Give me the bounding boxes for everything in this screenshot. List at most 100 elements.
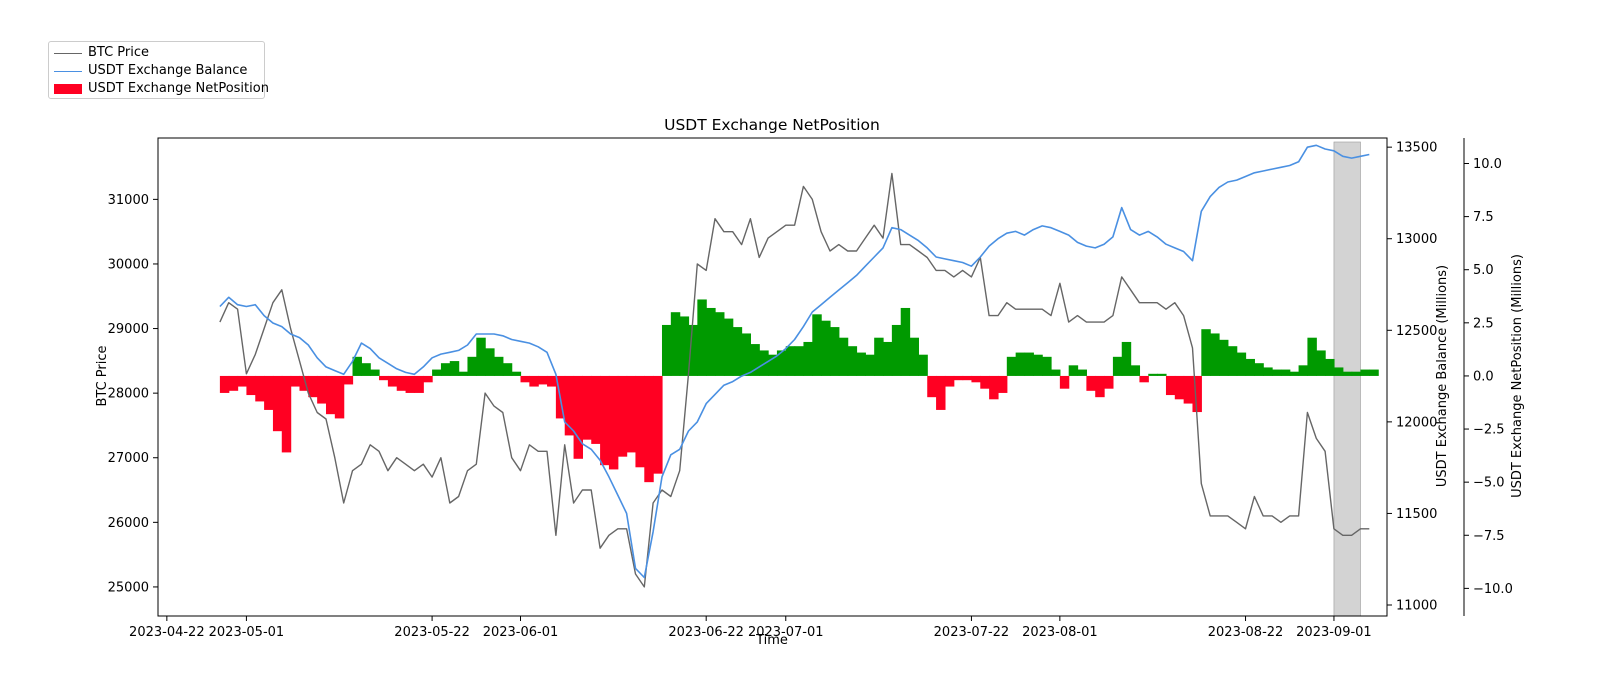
netposition-bar-103 — [1130, 365, 1141, 376]
netposition-bar-27 — [458, 371, 469, 376]
netposition-bar-45 — [617, 375, 628, 457]
y-right2-tick-label-4: 0.0 — [1473, 369, 1494, 384]
netposition-bar-104 — [1139, 375, 1149, 383]
x-axis-label: Time — [755, 633, 788, 648]
netposition-bar-26 — [449, 361, 460, 376]
netposition-bar-43 — [600, 375, 610, 466]
y-left-tick-label-0: 25000 — [108, 580, 149, 595]
y-left-tick-label-2: 27000 — [108, 451, 149, 466]
netposition-bar-121 — [1289, 371, 1300, 376]
netposition-bar-112 — [1210, 333, 1220, 376]
netposition-bar-81 — [936, 375, 946, 410]
netposition-bar-25 — [440, 363, 451, 376]
netposition-bar-58 — [732, 327, 743, 376]
netposition-bar-69 — [829, 327, 840, 376]
legend-label-balance: USDT Exchange Balance — [88, 63, 248, 78]
netposition-bar-66 — [803, 341, 813, 376]
x-tick-label-1: 2023-05-01 — [209, 625, 285, 640]
netposition-bar-50 — [661, 324, 672, 376]
plot-area — [219, 141, 1379, 617]
x-tick-label-6: 2023-07-22 — [934, 625, 1010, 640]
y-right2-tick-label-3: 2.5 — [1473, 316, 1494, 331]
y-right2-tick-label-5: −2.5 — [1473, 423, 1505, 438]
y-right2-tick-label-7: −7.5 — [1473, 529, 1505, 544]
netposition-bar-36 — [538, 375, 548, 385]
netposition-bar-75 — [883, 341, 893, 376]
netposition-bar-74 — [874, 337, 884, 376]
netposition-bar-16 — [361, 363, 371, 376]
netposition-bar-115 — [1236, 352, 1247, 376]
btc-price-line — [219, 172, 1370, 588]
netposition-bar-48 — [644, 375, 654, 483]
netposition-bar-30 — [485, 348, 495, 376]
y-left-tick-label-3: 28000 — [108, 387, 149, 402]
netposition-bar-57 — [723, 318, 734, 376]
netposition-bar-126 — [1333, 367, 1344, 376]
netposition-bar-0 — [219, 375, 230, 393]
y-right-tick-label-3: 12500 — [1396, 324, 1437, 339]
netposition-bar-110 — [1192, 375, 1202, 413]
netposition-bar-87 — [989, 375, 999, 400]
netposition-bar-17 — [370, 369, 380, 376]
netposition-bar-86 — [980, 375, 990, 389]
netposition-bar-116 — [1245, 358, 1255, 376]
netposition-bar-21 — [405, 375, 416, 393]
netposition-bar-31 — [493, 356, 504, 376]
x-tick-label-8: 2023-08-22 — [1208, 625, 1284, 640]
netposition-bar-6 — [272, 375, 283, 432]
netposition-bar-79 — [918, 354, 928, 376]
netposition-bar-114 — [1227, 346, 1238, 376]
netposition-bar-80 — [927, 375, 937, 398]
legend-label-netposition: USDT Exchange NetPosition — [88, 81, 269, 96]
y-left-tick-label-4: 29000 — [108, 322, 149, 337]
netposition-bar-23 — [423, 375, 433, 383]
netposition-bar-118 — [1263, 367, 1273, 376]
netposition-bar-88 — [997, 375, 1008, 393]
netposition-bar-123 — [1307, 337, 1317, 376]
x-tick-label-7: 2023-08-01 — [1022, 625, 1098, 640]
legend-swatch-btc — [54, 53, 82, 54]
y-right2-tick-label-1: 7.5 — [1473, 210, 1494, 225]
netposition-bar-54 — [697, 299, 707, 376]
netposition-bar-47 — [635, 375, 645, 468]
netposition-bar-46 — [626, 375, 637, 453]
netposition-bar-52 — [679, 316, 690, 376]
netposition-bar-97 — [1077, 369, 1087, 376]
netposition-bar-19 — [387, 375, 398, 387]
netposition-bar-12 — [325, 375, 336, 415]
netposition-bar-40 — [573, 375, 583, 459]
x-tick-label-2: 2023-05-22 — [394, 625, 470, 640]
netposition-bar-107 — [1165, 375, 1176, 396]
netposition-bar-72 — [856, 352, 866, 376]
netposition-bar-94 — [1051, 369, 1061, 376]
netposition-bar-73 — [865, 354, 875, 376]
y-right-tick-label-0: 11000 — [1396, 599, 1437, 614]
x-tick-label-5: 2023-07-01 — [748, 625, 824, 640]
y-right-tick-label-1: 11500 — [1396, 507, 1437, 522]
y-right2-tick-label-0: 10.0 — [1473, 157, 1502, 172]
netposition-bar-60 — [750, 344, 760, 376]
netposition-bar-18 — [379, 375, 389, 381]
netposition-bar-3 — [246, 375, 256, 396]
legend: BTC Price USDT Exchange Balance USDT Exc… — [48, 41, 269, 99]
netposition-bar-102 — [1121, 341, 1132, 376]
netposition-bar-124 — [1316, 350, 1326, 376]
netposition-bar-108 — [1174, 375, 1185, 400]
netposition-bar-76 — [891, 324, 902, 376]
netposition-bar-55 — [706, 307, 716, 376]
netposition-bar-70 — [838, 337, 849, 376]
netposition-bar-11 — [317, 375, 327, 404]
x-tick-label-3: 2023-06-01 — [483, 625, 559, 640]
netposition-bar-2 — [237, 375, 248, 387]
y-left-tick-label-5: 30000 — [108, 257, 149, 272]
highlight-span — [1333, 141, 1361, 617]
netposition-bar-34 — [520, 375, 530, 383]
netposition-bar-127 — [1342, 371, 1353, 376]
netposition-bar-14 — [343, 375, 354, 385]
y-right-tick-label-5: 13500 — [1396, 141, 1437, 156]
y-axis-right-label: USDT Exchange Balance (Millions) — [1435, 265, 1450, 487]
netposition-bar-113 — [1219, 339, 1229, 376]
y-axis-right2-label: USDT Exchange NetPosition (Millions) — [1510, 254, 1525, 498]
x-tick-label-0: 2023-04-22 — [129, 625, 205, 640]
netposition-bar-64 — [785, 346, 796, 376]
